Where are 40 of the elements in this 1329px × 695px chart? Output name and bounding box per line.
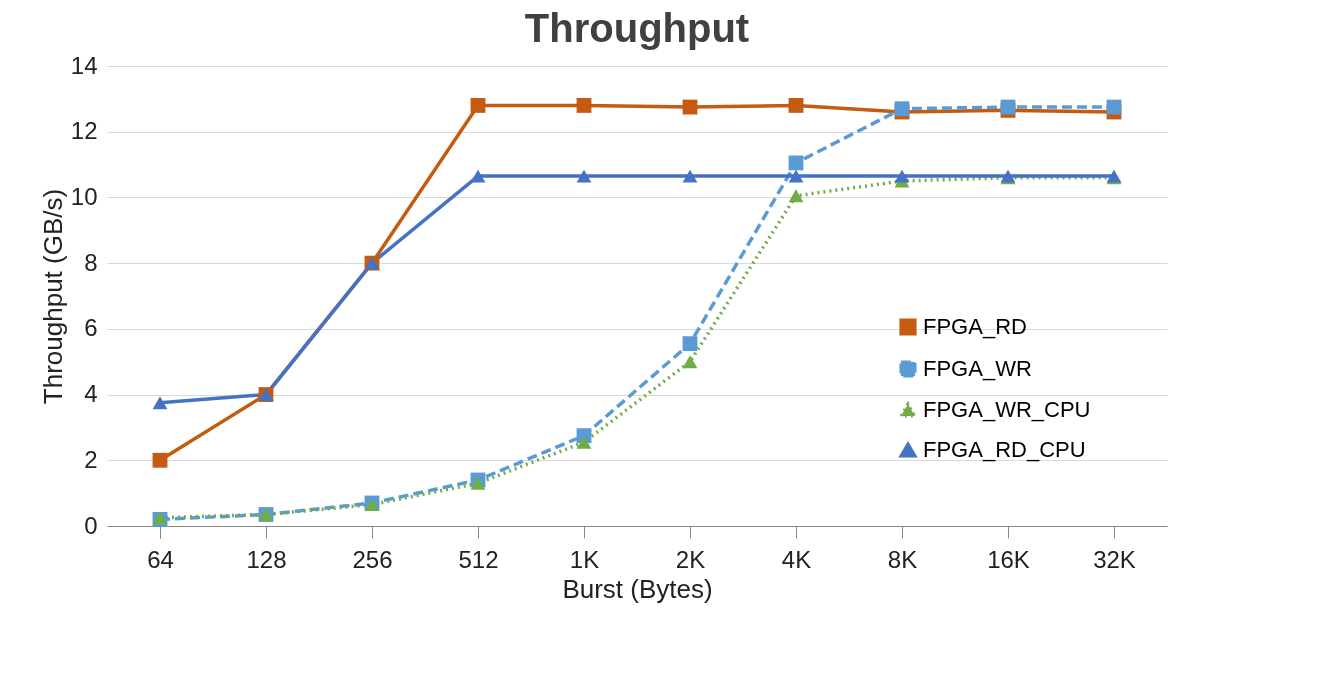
point: [470, 476, 486, 490]
point: [470, 169, 486, 183]
y-tick-label: 14: [70, 51, 98, 79]
x-axis-title: Burst (Bytes): [562, 573, 713, 604]
point: [576, 435, 592, 449]
point: [788, 189, 804, 203]
chart-title: Throughput: [524, 6, 750, 50]
y-tick-label: 6: [84, 314, 98, 342]
x-tick-label: 256: [352, 545, 393, 573]
point: [152, 452, 168, 468]
point: [788, 169, 804, 183]
y-tick-label: 2: [84, 445, 98, 473]
y-tick-label: 0: [84, 511, 98, 539]
point: [576, 169, 592, 183]
x-tick-label: 4K: [781, 545, 812, 573]
x-tick-label: 1K: [569, 545, 600, 573]
point: [788, 98, 804, 113]
x-tick-label: 64: [147, 545, 174, 573]
point: [682, 169, 698, 183]
y-tick-label: 8: [84, 248, 98, 276]
legend-label: FPGA_WR_CPU: [923, 397, 1091, 422]
point: [470, 98, 486, 113]
x-tick-label: 8K: [887, 545, 918, 573]
y-axis-title: Throughput (GB/s): [37, 188, 68, 405]
x-tick-label: 32K: [1093, 545, 1136, 573]
x-tick-label: 128: [246, 545, 287, 573]
point: [682, 336, 698, 352]
legend-label: FPGA_RD_CPU: [923, 437, 1086, 462]
legend-label: FPGA_WR: [923, 356, 1032, 381]
y-tick-label: 10: [70, 182, 98, 210]
y-tick-label: 12: [70, 117, 98, 145]
legend-label: FPGA_RD: [923, 314, 1027, 339]
x-tick-label: 512: [458, 545, 499, 573]
x-tick-label: 16K: [987, 545, 1030, 573]
point: [894, 169, 910, 183]
x-tick-label: 2K: [675, 545, 706, 573]
point: [152, 396, 168, 410]
y-tick-label: 4: [84, 380, 98, 408]
point: [576, 98, 592, 113]
point: [682, 355, 698, 369]
